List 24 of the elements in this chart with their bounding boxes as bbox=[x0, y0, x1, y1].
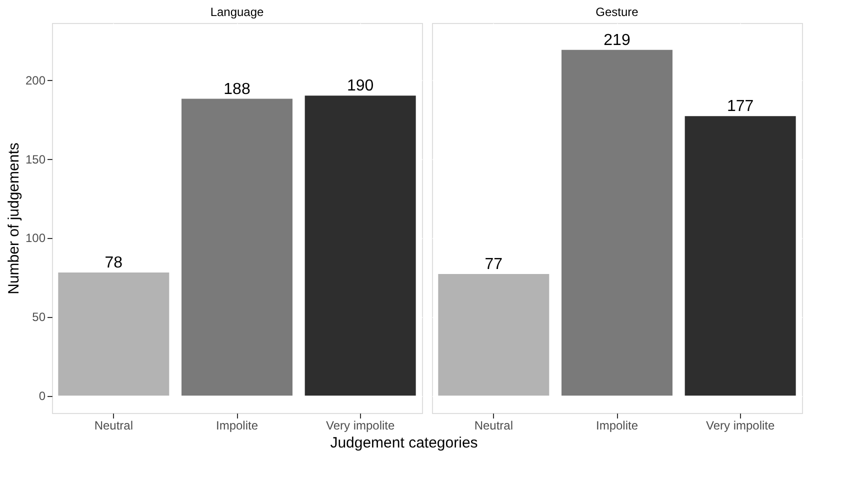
x-tick-label: Neutral bbox=[94, 418, 134, 432]
y-tick-label: 50 bbox=[32, 310, 46, 324]
x-tick-label: Impolite bbox=[216, 418, 258, 432]
chart-title: Language bbox=[210, 5, 264, 19]
y-axis-title: Number of judgements bbox=[5, 142, 22, 294]
x-tick-label: Very impolite bbox=[706, 418, 776, 432]
data-label: 78 bbox=[104, 254, 123, 272]
data-label: 77 bbox=[484, 256, 503, 274]
bar bbox=[58, 272, 170, 396]
data-label: 188 bbox=[224, 80, 250, 98]
x-tick-label: Neutral bbox=[474, 418, 514, 432]
y-tick-label: 0 bbox=[38, 389, 46, 404]
bar bbox=[304, 96, 416, 396]
data-label: 190 bbox=[346, 78, 374, 95]
chart-title: Gesture bbox=[596, 5, 639, 19]
y-tick-label: 150 bbox=[25, 152, 46, 166]
data-label: 219 bbox=[604, 32, 630, 49]
x-tick-label: Impolite bbox=[596, 418, 638, 432]
y-tick-label: 100 bbox=[25, 231, 46, 246]
y-tick-label: 200 bbox=[25, 73, 46, 88]
bar bbox=[182, 98, 292, 396]
x-tick-label: Very impolite bbox=[326, 418, 396, 432]
data-label: 177 bbox=[726, 98, 754, 116]
x-axis-title: Judgement categories bbox=[330, 434, 478, 452]
